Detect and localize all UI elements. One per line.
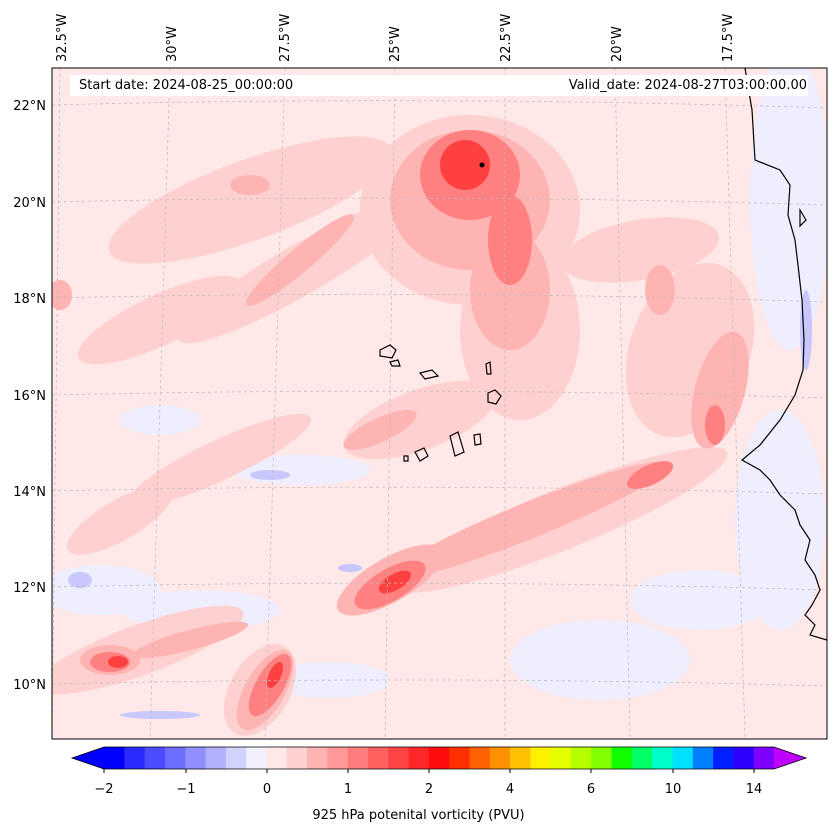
colorbar-segment — [591, 747, 613, 769]
lat-label: 10°N — [13, 678, 46, 693]
colorbar — [70, 746, 808, 773]
lat-label: 22°N — [13, 99, 46, 114]
center-dot — [479, 162, 485, 168]
colorbar-segment — [469, 747, 491, 769]
colorbar-tick-label: 14 — [746, 782, 763, 797]
map-frame — [51, 67, 828, 740]
colorbar-segment — [367, 747, 389, 769]
colorbar-segment — [164, 747, 186, 769]
colorbar-segment — [510, 747, 531, 769]
colorbar-segment — [266, 747, 288, 769]
lon-label: 32.5°W — [55, 14, 70, 62]
colorbar-segment — [713, 747, 734, 769]
colorbar-segment — [672, 747, 694, 769]
colorbar-segment — [246, 747, 267, 769]
colorbar-extend-low — [72, 747, 104, 769]
colorbar-segment — [611, 747, 633, 769]
colorbar-segment — [631, 747, 653, 769]
colorbar-segment — [327, 747, 349, 769]
lon-label: 25°W — [388, 26, 403, 62]
colorbar-segment — [185, 747, 207, 769]
lon-label: 17.5°W — [721, 14, 736, 62]
colorbar-segment — [408, 747, 430, 769]
colorbar-tick-label: 1 — [344, 782, 352, 797]
colorbar-segment — [733, 747, 755, 769]
colorbar-segment — [124, 747, 146, 769]
colorbar-tick-label: 6 — [587, 782, 595, 797]
coastline — [379, 68, 827, 641]
colorbar-title: 925 hPa potenital vorticity (PVU) — [312, 808, 525, 823]
header-band — [70, 75, 808, 96]
colorbar-segment — [753, 747, 775, 769]
colorbar-segment — [428, 747, 450, 769]
colorbar-segment — [104, 747, 125, 769]
latitude-labels: 22°N 20°N 18°N 16°N 14°N 12°N 10°N — [13, 99, 46, 693]
lon-label: 27.5°W — [278, 14, 293, 62]
lat-label: 16°N — [13, 389, 46, 404]
lon-label: 30°W — [165, 26, 180, 62]
lon-label: 20°W — [610, 26, 625, 62]
graticule — [52, 68, 827, 739]
colorbar-segment — [449, 747, 470, 769]
colorbar-segment — [144, 747, 166, 769]
colorbar-segment — [388, 747, 410, 769]
colorbar-segment — [550, 747, 572, 769]
colorbar-segment — [489, 747, 511, 769]
colorbar-segment — [347, 747, 369, 769]
lat-label: 12°N — [13, 581, 46, 596]
lat-label: 18°N — [13, 292, 46, 307]
lat-label: 20°N — [13, 196, 46, 211]
colorbar-tick-label: −1 — [176, 782, 195, 797]
colorbar-segment — [286, 747, 308, 769]
colorbar-segment — [225, 747, 247, 769]
start-date-label: Start date: 2024-08-25_00:00:00 — [79, 78, 294, 93]
lat-label: 14°N — [13, 485, 46, 500]
colorbar-segment — [652, 747, 673, 769]
colorbar-extend-high — [774, 747, 806, 769]
colorbar-ticks: −2 −1 0 1 2 4 6 10 14 — [94, 782, 762, 797]
valid-date-label: Valid_date: 2024-08-27T03:00:00.00 — [568, 78, 807, 93]
colorbar-tick-label: 0 — [263, 782, 271, 797]
colorbar-tick-label: −2 — [94, 782, 113, 797]
colorbar-segment — [205, 747, 227, 769]
colorbar-tick-label: 2 — [425, 782, 433, 797]
longitude-labels: 32.5°W 30°W 27.5°W 25°W 22.5°W 20°W 17.5… — [55, 14, 736, 62]
lon-label: 22.5°W — [499, 14, 514, 62]
colorbar-segment — [570, 747, 592, 769]
colorbar-tick-label: 4 — [506, 782, 514, 797]
colorbar-segment — [307, 747, 328, 769]
colorbar-tick-label: 10 — [665, 782, 682, 797]
colorbar-segment — [530, 747, 552, 769]
colorbar-segment — [692, 747, 714, 769]
pv-field — [52, 68, 827, 739]
